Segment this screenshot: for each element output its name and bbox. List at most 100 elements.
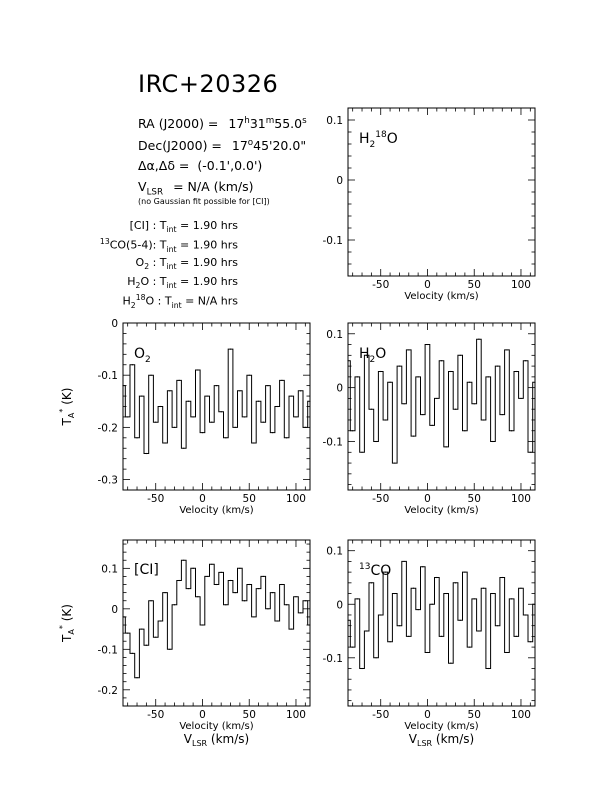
spectrum-point xyxy=(459,354,461,356)
y-tick-label: 0 xyxy=(111,318,118,330)
panel-label: O2 xyxy=(134,346,151,365)
tint-row: H218O : Tint = N/A hrs xyxy=(122,293,239,310)
source-title: IRC+20326 xyxy=(138,70,279,98)
spectrum-point xyxy=(487,376,489,378)
spectrum-point xyxy=(300,612,302,614)
x-tick-label: 100 xyxy=(286,493,306,505)
spectrum-point xyxy=(431,424,433,426)
plot-frame xyxy=(347,539,536,707)
spectrum-point xyxy=(389,641,391,643)
spectrum-point xyxy=(515,635,517,637)
spectrum-point xyxy=(309,624,311,626)
x-axis-label: Velocity (km/s) xyxy=(179,505,253,516)
spectrum-point xyxy=(267,608,269,610)
spectrum-point xyxy=(257,587,260,590)
spectrum-point xyxy=(225,437,227,439)
spectrum-point xyxy=(454,582,457,584)
spectrum-point xyxy=(141,395,143,397)
x-tick-label: 100 xyxy=(511,279,531,291)
spectrum-point xyxy=(445,592,447,595)
spectrum-point xyxy=(347,360,349,362)
y-tick-label: 0 xyxy=(336,383,343,395)
spectrum-point xyxy=(220,411,222,413)
spectrum-point xyxy=(529,641,531,643)
spectrum-point xyxy=(178,579,180,582)
spectrum-line xyxy=(123,348,310,454)
spectrum-point xyxy=(281,583,283,586)
spectrum-point xyxy=(384,419,386,421)
spectrum-point xyxy=(356,598,358,600)
spectrum-point xyxy=(131,652,133,654)
spectrum-point xyxy=(366,354,368,356)
spectrum-point xyxy=(426,651,429,654)
y-axis-label: TA* (K) xyxy=(58,388,76,427)
dec-value: 17o45'20.0" xyxy=(231,138,307,154)
spectrum-point xyxy=(370,582,372,584)
x-axis-label: Velocity (km/s) xyxy=(179,721,253,732)
spectrum-point xyxy=(136,437,138,439)
spectrum-point xyxy=(178,379,180,382)
spectrum-point xyxy=(229,579,232,582)
tint-row: [CI] : Tint = 1.90 hrs xyxy=(129,219,238,235)
panel-label: H218O xyxy=(359,130,398,150)
spectrum-point xyxy=(501,576,503,579)
dec-line: Dec(J2000) = 17o45'20.0" xyxy=(138,139,306,153)
plot-frame xyxy=(122,322,311,491)
spectrum-point xyxy=(450,662,452,664)
spectrum-point xyxy=(361,667,363,670)
x-tick-label: 0 xyxy=(424,709,431,721)
spectrum-point xyxy=(136,677,138,679)
spectrum-point xyxy=(534,603,536,605)
spectrum-point xyxy=(529,451,531,453)
vlsr-value: = N/A (km/s) xyxy=(173,179,254,194)
spectrum-point xyxy=(398,625,401,627)
y-tick-label: 0 xyxy=(336,175,343,187)
spectrum-point xyxy=(422,413,424,416)
spectrum-point xyxy=(187,400,190,402)
y-tick-label: 0.1 xyxy=(326,115,343,127)
spectrum-point xyxy=(286,437,288,439)
spectrum-point xyxy=(206,395,208,397)
x-tick-label: 50 xyxy=(243,493,256,505)
spectrum-point xyxy=(375,440,377,443)
spectrum-point xyxy=(173,426,176,428)
spectrum-point xyxy=(295,596,297,598)
spectrum-point xyxy=(426,343,429,346)
offset-label: Δα,Δδ = xyxy=(138,158,190,173)
spectrum-point xyxy=(276,405,278,408)
offset-line: Δα,Δδ = (-0.1',0.0') xyxy=(138,158,262,173)
spectrum-point xyxy=(380,370,382,373)
x-tick-label: 50 xyxy=(468,709,481,721)
spectrum-point xyxy=(450,370,452,373)
spectrum-point xyxy=(497,625,499,627)
spectrum-point xyxy=(403,403,405,405)
spectrum-point xyxy=(464,430,466,432)
spectrum-point xyxy=(127,416,129,418)
spectrum-point xyxy=(150,600,152,602)
spectrum-point xyxy=(408,349,410,351)
y-tick-label: -0.3 xyxy=(98,475,119,487)
x-axis-label: Velocity (km/s) xyxy=(404,505,478,516)
ra-line: RA (J2000) = 17h31m55.0s xyxy=(138,117,307,131)
panel-label: 13CO xyxy=(359,562,391,579)
spectrum-point xyxy=(515,370,517,373)
spectrum-point xyxy=(201,624,204,626)
spectrum-point xyxy=(478,630,480,632)
spectrum-point xyxy=(366,630,368,632)
spectrum-point xyxy=(253,442,255,444)
spectrum-point xyxy=(173,604,176,606)
tint-row: H2O : Tint = 1.90 hrs xyxy=(127,275,238,291)
y-tick-label: -0.1 xyxy=(323,235,344,247)
spectrum-point xyxy=(257,400,260,402)
spectrum-point xyxy=(380,614,382,616)
spectrum-point xyxy=(492,592,494,595)
spectrum-point xyxy=(145,644,147,646)
spectrum-point xyxy=(159,620,161,622)
spectrum-point xyxy=(520,587,522,589)
x-tick-label: -50 xyxy=(147,493,164,505)
spectrum-point xyxy=(436,576,438,579)
spectrum-point xyxy=(215,583,218,586)
spectrum-point xyxy=(197,369,199,371)
